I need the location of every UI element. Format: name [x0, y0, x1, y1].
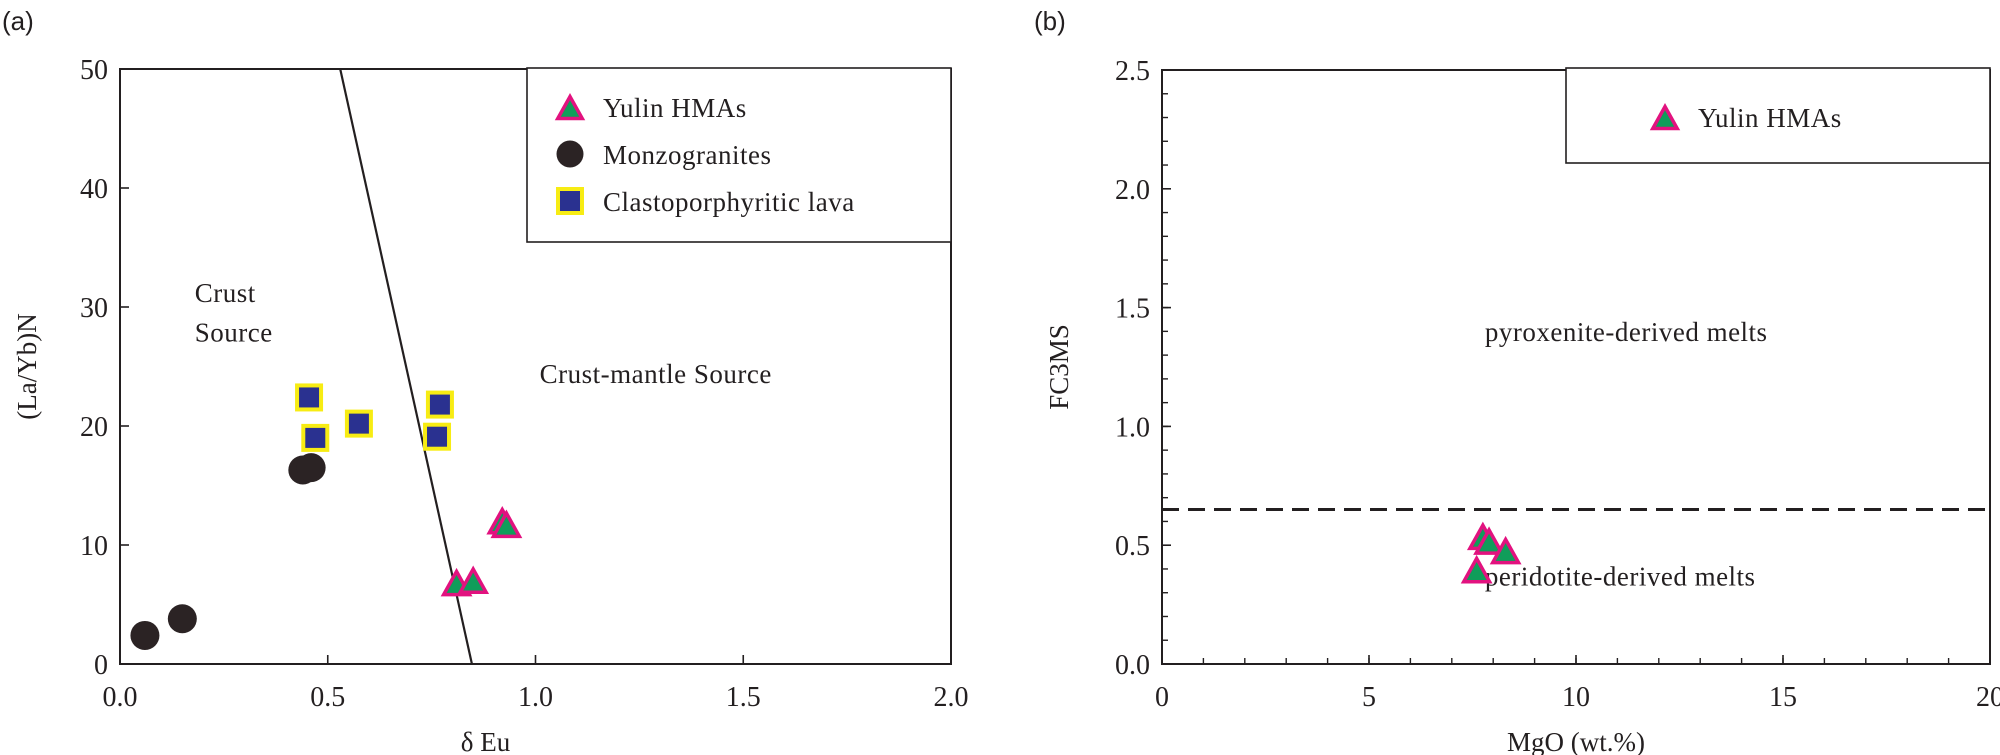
- panel-a: (a) 0 10 20 30 40 50 0.0 0.5 1.0 1.5 2.0 δ Eu (La/Yb…: [2, 6, 969, 755]
- square-marker-icon: [301, 423, 330, 452]
- circle-marker-icon: [130, 620, 160, 650]
- triangle-marker-icon: [1649, 103, 1681, 131]
- legend-entry-label: Clastoporphyritic lava: [603, 187, 855, 217]
- plot-area-b: 0.0 0.5 1.0 1.5 2.0 2.5 0 5 10 15 20 MgO (wt.%) FC3M…: [1044, 56, 2000, 755]
- circle-marker-icon: [556, 140, 584, 168]
- y-tick-label: 0: [94, 650, 108, 681]
- x-tick-label: 0.0: [103, 682, 138, 713]
- triangle-marker-icon: [1460, 554, 1493, 584]
- y-tick-label: 0.0: [1115, 650, 1150, 681]
- x-tick-label: 2.0: [934, 682, 969, 713]
- x-axis-title: MgO (wt.%): [1507, 727, 1645, 755]
- square-marker-icon: [344, 409, 373, 438]
- y-tick-label: 30: [80, 293, 108, 324]
- y-tick-label: 40: [80, 174, 108, 205]
- y-tick-label: 50: [80, 55, 108, 86]
- x-tick-label: 20: [1976, 682, 2000, 713]
- square-marker-icon: [295, 383, 324, 412]
- y-tick-label: 10: [80, 531, 108, 562]
- x-tick-label: 0.5: [310, 682, 345, 713]
- y-tick-label: 2.5: [1115, 56, 1150, 87]
- series-square: [295, 383, 454, 452]
- legend-entry-label: Monzogranites: [603, 140, 771, 170]
- x-tick-label: 15: [1769, 682, 1797, 713]
- plot-area-a: 0 10 20 30 40 50 0.0 0.5 1.0 1.5 2.0 δ Eu (La/Yb)N Cr…: [12, 55, 969, 755]
- series-triangle: [440, 505, 523, 597]
- x-tick-label: 1.5: [726, 682, 761, 713]
- square-marker-icon: [423, 422, 452, 451]
- legend-box: [1565, 67, 1991, 164]
- panel-b: (b) 0.0 0.5 1.0 1.5 2.0 2.5 0 5 10 15 20 MgO (wt.%)…: [1034, 6, 2000, 755]
- y-tick-label: 1.0: [1115, 412, 1150, 443]
- x-tick-label: 5: [1362, 682, 1376, 713]
- square-marker-icon: [556, 187, 584, 215]
- boundary-line: [339, 68, 474, 665]
- y-tick-label: 1.5: [1115, 294, 1150, 325]
- x-tick-label: 0: [1155, 682, 1169, 713]
- series-triangle: [1460, 521, 1522, 584]
- legend-entry-label: Yulin HMAs: [603, 93, 747, 123]
- triangle-marker-icon: [457, 565, 490, 594]
- legend-b: Yulin HMAs: [1565, 67, 1991, 164]
- x-tick-label: 1.0: [518, 682, 553, 713]
- region-label: peridotite-derived melts: [1485, 562, 1756, 592]
- legend-entry-label: Yulin HMAs: [1698, 103, 1842, 133]
- x-tick-label: 10: [1562, 682, 1590, 713]
- x-axis-title: δ Eu: [461, 727, 511, 755]
- square-marker-icon: [425, 390, 454, 419]
- panel-a-label: (a): [2, 6, 34, 36]
- triangle-marker-icon: [490, 509, 523, 539]
- legend-a: Yulin HMAs Monzogranites Clastoporphyritic…: [526, 67, 952, 243]
- y-axis-title: (La/Yb)N: [12, 313, 42, 419]
- region-label: Source: [195, 318, 273, 348]
- circle-marker-icon: [167, 604, 197, 634]
- legend-box: [526, 67, 952, 243]
- triangle-marker-icon: [1473, 526, 1505, 555]
- panel-b-label: (b): [1034, 6, 1066, 36]
- region-label: pyroxenite-derived melts: [1485, 317, 1768, 347]
- y-tick-label: 2.0: [1115, 175, 1150, 206]
- triangle-marker-icon: [554, 93, 586, 121]
- y-tick-label: 20: [80, 412, 108, 443]
- region-label: Crust: [195, 278, 256, 308]
- y-tick-label: 0.5: [1115, 531, 1150, 562]
- region-label: Crust-mantle Source: [540, 359, 772, 389]
- circle-marker-icon: [296, 453, 326, 483]
- y-axis-title: FC3MS: [1044, 324, 1074, 410]
- triangle-marker-icon: [1489, 535, 1522, 565]
- series-circle: [130, 453, 326, 650]
